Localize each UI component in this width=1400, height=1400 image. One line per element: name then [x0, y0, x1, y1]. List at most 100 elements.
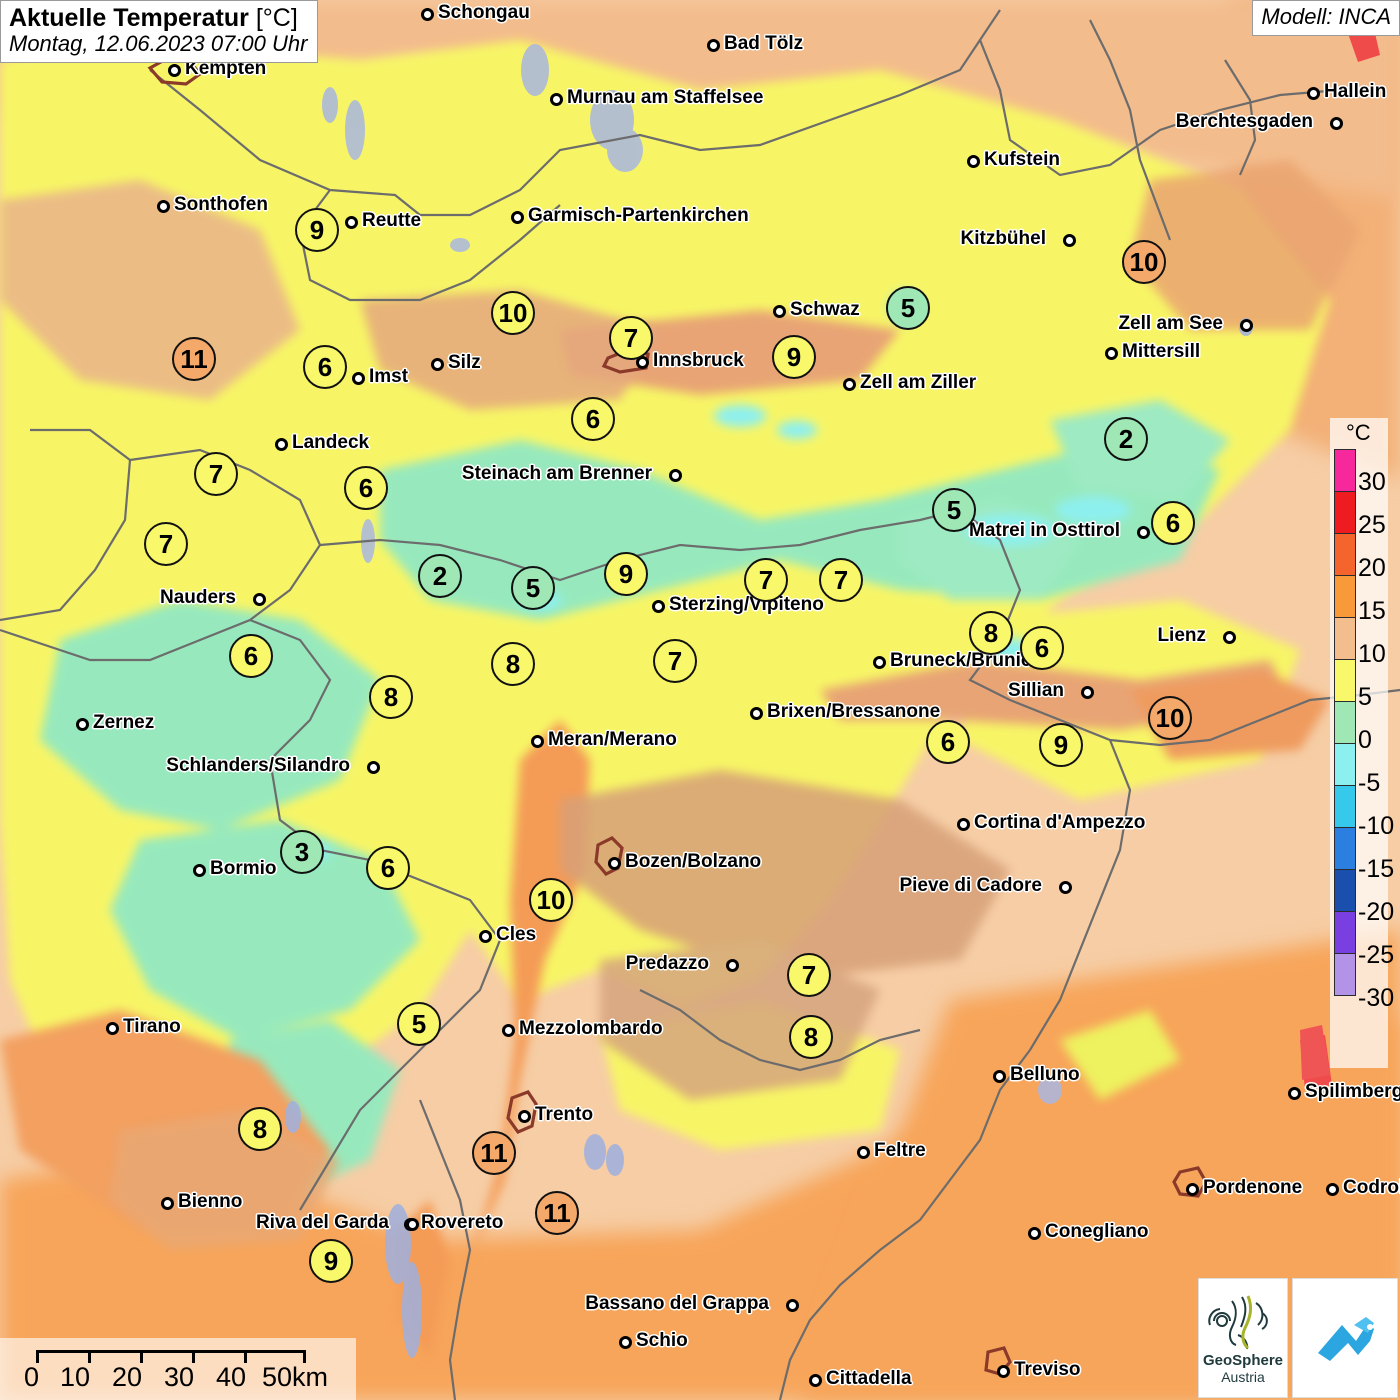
temperature-station-marker[interactable]: 9 [604, 552, 648, 596]
city-dot-icon [502, 1024, 515, 1037]
temperature-station-marker[interactable]: 10 [491, 291, 535, 335]
temperature-station-marker[interactable]: 6 [366, 846, 410, 890]
temperature-station-marker[interactable]: 9 [772, 335, 816, 379]
city-label: Bienno [178, 1191, 243, 1212]
city-label: Imst [369, 366, 409, 387]
city-dot-icon [652, 600, 665, 613]
temperature-station-marker[interactable]: 5 [886, 286, 930, 330]
city-dot-icon [1307, 87, 1320, 100]
temperature-station-marker[interactable]: 11 [172, 337, 216, 381]
temperature-station-marker[interactable]: 7 [144, 522, 188, 566]
city-label: Schlanders/Silandro [166, 755, 350, 776]
scale-label-3: 30 [164, 1362, 195, 1392]
temperature-station-marker[interactable]: 6 [571, 397, 615, 441]
city-dot-icon [1326, 1183, 1339, 1196]
temperature-station-marker[interactable]: 8 [491, 642, 535, 686]
city-label: Sonthofen [174, 194, 268, 215]
temperature-station-marker[interactable]: 8 [789, 1015, 833, 1059]
city-dot-icon [750, 707, 763, 720]
geosphere-country: Austria [1221, 1368, 1265, 1385]
temperature-station-marker[interactable]: 7 [194, 452, 238, 496]
temperature-station-marker[interactable]: 11 [535, 1191, 579, 1235]
city-label: Tirano [123, 1016, 181, 1037]
legend-color-bands [1334, 449, 1356, 996]
city-dot-icon [957, 818, 970, 831]
legend-band-15 [1334, 575, 1356, 618]
city-dot-icon [726, 959, 739, 972]
city-dot-icon [345, 216, 358, 229]
city-dot-icon [809, 1374, 822, 1387]
scale-label-0: 0 [24, 1362, 40, 1392]
city-label: Cles [496, 924, 537, 945]
city-dot-icon [997, 1365, 1010, 1378]
city-label: Pordenone [1203, 1177, 1303, 1198]
legend-band-30 [1334, 449, 1356, 492]
city-dot-icon [608, 857, 621, 870]
temperature-station-marker[interactable]: 6 [926, 720, 970, 764]
legend-band--10 [1334, 785, 1356, 828]
city-dot-icon [1059, 881, 1072, 894]
temperature-station-marker[interactable]: 9 [309, 1239, 353, 1283]
city-dot-icon [518, 1110, 531, 1123]
city-dot-icon [193, 864, 206, 877]
city-dot-icon [1186, 1183, 1199, 1196]
legend-band--5 [1334, 743, 1356, 786]
temperature-station-marker[interactable]: 5 [511, 566, 555, 610]
temperature-station-marker[interactable]: 2 [418, 554, 462, 598]
city-dot-icon [76, 718, 89, 731]
city-dot-icon [275, 438, 288, 451]
city-dot-icon [367, 761, 380, 774]
temperature-station-marker[interactable]: 9 [295, 208, 339, 252]
temperature-station-marker[interactable]: 7 [609, 316, 653, 360]
city-dot-icon [1288, 1087, 1301, 1100]
temperature-station-marker[interactable]: 6 [229, 634, 273, 678]
city-label: Trento [535, 1104, 594, 1125]
temperature-station-marker[interactable]: 8 [369, 675, 413, 719]
temperature-station-marker[interactable]: 10 [1122, 240, 1166, 284]
city-label: Zell am See [1118, 313, 1223, 334]
city-dot-icon [707, 39, 720, 52]
temperature-station-marker[interactable]: 7 [819, 558, 863, 602]
city-dot-icon [106, 1022, 119, 1035]
temperature-station-marker[interactable]: 7 [653, 639, 697, 683]
temperature-station-marker[interactable]: 3 [280, 830, 324, 874]
city-label: Meran/Merano [548, 729, 677, 750]
city-label: Codroipo [1343, 1177, 1400, 1198]
city-label: Hallein [1324, 81, 1387, 102]
temperature-station-marker[interactable]: 7 [787, 953, 831, 997]
city-label: Feltre [874, 1140, 926, 1161]
title-main: Aktuelle Temperatur [9, 4, 249, 32]
temperature-station-marker[interactable]: 8 [969, 611, 1013, 655]
city-dot-icon [431, 358, 444, 371]
city-dot-icon [168, 64, 181, 77]
temperature-station-marker[interactable]: 5 [932, 488, 976, 532]
city-label: Belluno [1010, 1064, 1080, 1085]
city-dot-icon [1105, 347, 1118, 360]
temperature-station-marker[interactable]: 11 [472, 1131, 516, 1175]
city-label: Pieve di Cadore [899, 875, 1042, 896]
temperature-station-marker[interactable]: 6 [1151, 501, 1195, 545]
city-outlines [147, 56, 1208, 1376]
temperature-station-marker[interactable]: 6 [1020, 626, 1064, 670]
temperature-station-marker[interactable]: 7 [744, 558, 788, 602]
temperature-station-marker[interactable]: 8 [238, 1107, 282, 1151]
city-dot-icon [786, 1299, 799, 1312]
color-legend: °C 30 25 20 15 10 5 0 -5 -10 -15 -20 -25 -30 [1330, 418, 1394, 1068]
city-dot-icon [421, 8, 434, 21]
city-label: Kufstein [984, 149, 1060, 170]
temperature-station-marker[interactable]: 9 [1039, 723, 1083, 767]
city-label: Kitzbühel [960, 228, 1047, 249]
temperature-station-marker[interactable]: 5 [397, 1002, 441, 1046]
city-dot-icon [352, 372, 365, 385]
page-title: Aktuelle Temperatur [°C] [9, 4, 307, 32]
temperature-station-marker[interactable]: 10 [1148, 696, 1192, 740]
city-label: Berchtesgaden [1175, 111, 1313, 132]
temperature-station-marker[interactable]: 10 [529, 878, 573, 922]
temperature-station-marker[interactable]: 6 [344, 466, 388, 510]
temperature-station-marker[interactable]: 6 [303, 345, 347, 389]
scale-bar: 0 10 20 30 40 50km [0, 1338, 356, 1400]
city-dot-icon [253, 593, 266, 606]
temperature-station-marker[interactable]: 2 [1104, 417, 1148, 461]
city-dot-icon [1081, 686, 1094, 699]
